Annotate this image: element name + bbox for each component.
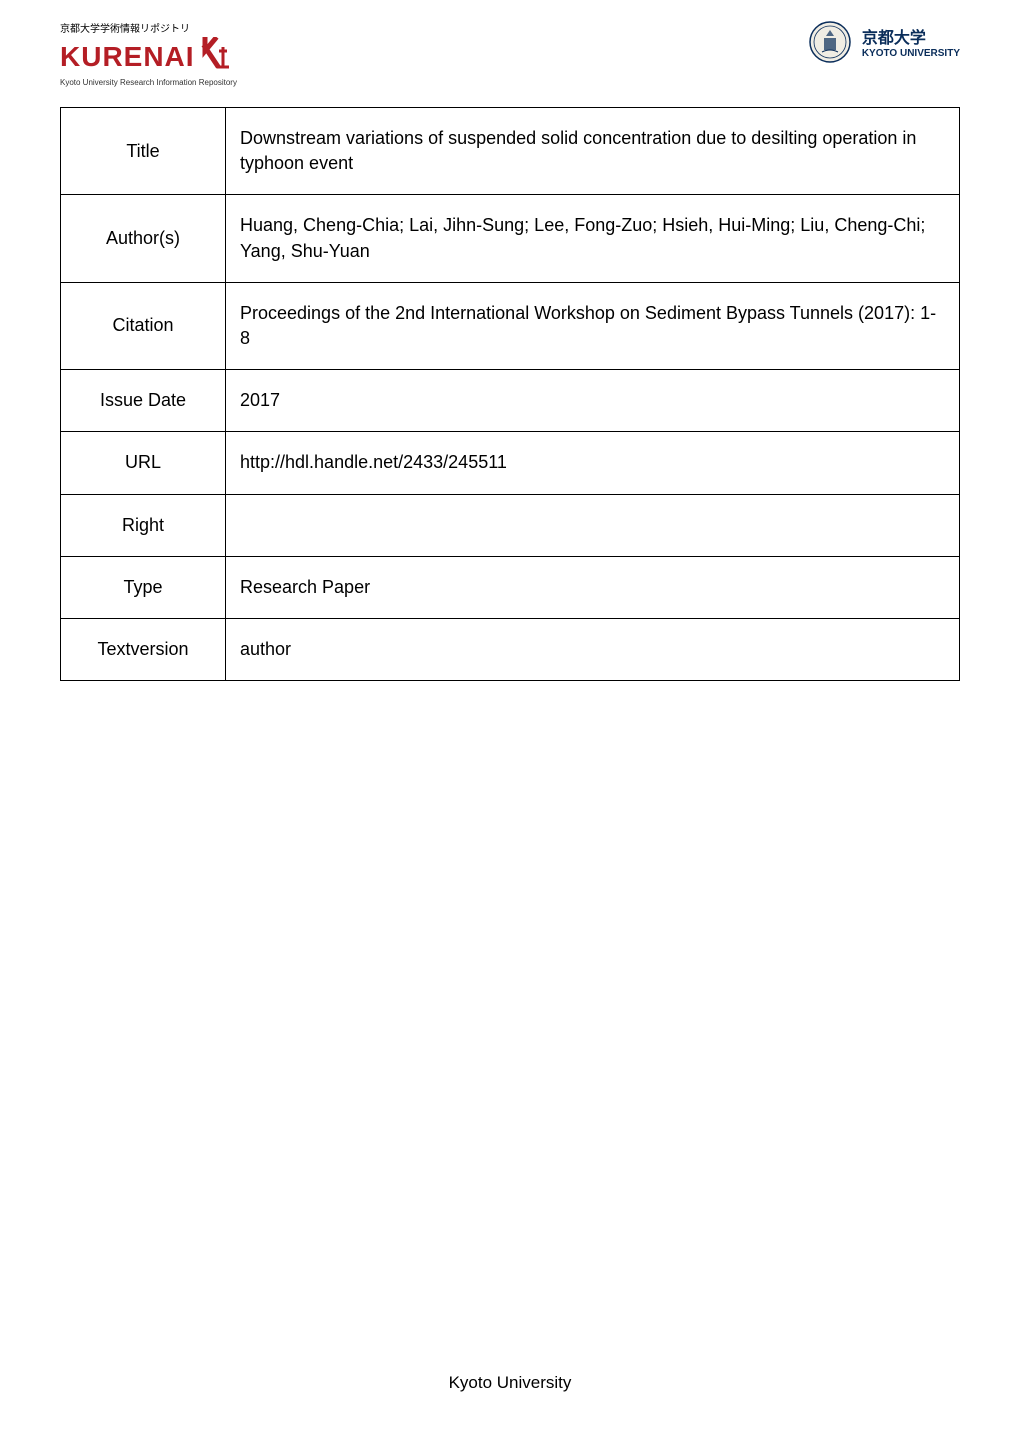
label-textversion: Textversion [61,618,226,680]
university-seal-icon [808,20,852,69]
university-logo: 京都大学 KYOTO UNIVERSITY [808,20,960,69]
value-textversion: author [226,618,960,680]
university-name: 京都大学 KYOTO UNIVERSITY [862,30,960,59]
repository-logo: 京都大学学術情報リポジトリ KURENAI Kyoto University R… [60,20,237,87]
repository-name-jp: 京都大学学術情報リポジトリ [60,20,190,35]
table-row: Issue Date 2017 [61,370,960,432]
table-row: Title Downstream variations of suspended… [61,108,960,195]
label-url: URL [61,432,226,494]
table-row: Textversion author [61,618,960,680]
label-issue-date: Issue Date [61,370,226,432]
table-row: Right [61,494,960,556]
label-citation: Citation [61,282,226,369]
university-name-en: KYOTO UNIVERSITY [862,48,960,59]
metadata-table: Title Downstream variations of suspended… [60,107,960,681]
value-url: http://hdl.handle.net/2433/245511 [226,432,960,494]
kurenai-text: KURENAI [60,41,195,73]
value-citation: Proceedings of the 2nd International Wor… [226,282,960,369]
footer-text: Kyoto University [0,1373,1020,1393]
label-type: Type [61,556,226,618]
repository-name-en: Kyoto University Research Information Re… [60,78,237,87]
table-row: URL http://hdl.handle.net/2433/245511 [61,432,960,494]
kurenai-symbol-icon [199,37,229,76]
value-right [226,494,960,556]
label-right: Right [61,494,226,556]
label-title: Title [61,108,226,195]
value-title: Downstream variations of suspended solid… [226,108,960,195]
table-row: Citation Proceedings of the 2nd Internat… [61,282,960,369]
value-authors: Huang, Cheng-Chia; Lai, Jihn-Sung; Lee, … [226,195,960,282]
header-bar: 京都大学学術情報リポジトリ KURENAI Kyoto University R… [0,0,1020,97]
kurenai-logo-wrap: KURENAI [60,37,229,76]
table-row: Type Research Paper [61,556,960,618]
table-row: Author(s) Huang, Cheng-Chia; Lai, Jihn-S… [61,195,960,282]
university-name-jp: 京都大学 [862,30,960,48]
value-type: Research Paper [226,556,960,618]
value-issue-date: 2017 [226,370,960,432]
label-authors: Author(s) [61,195,226,282]
